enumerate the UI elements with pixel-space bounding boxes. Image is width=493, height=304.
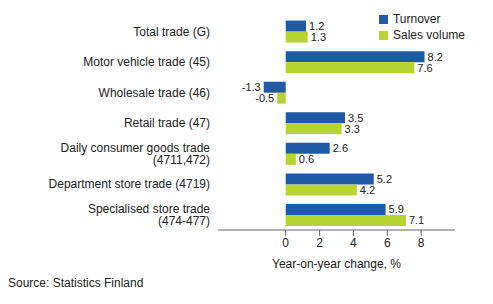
svg-text:2.6: 2.6 [333, 142, 348, 154]
svg-text:6: 6 [384, 236, 391, 250]
svg-text:5.9: 5.9 [389, 203, 404, 215]
svg-text:1.3: 1.3 [311, 31, 326, 43]
html-text:Source: Statistics Finland: Source: Statistics Finland [8, 276, 144, 290]
svg-text:Year-on-year change, %: Year-on-year change, % [272, 257, 401, 271]
svg-text:1.2: 1.2 [309, 19, 325, 32]
svg-text:-1.3: -1.3 [241, 81, 261, 94]
svg-text:Total trade (G): Total trade (G) [133, 25, 210, 39]
svg-text:3.5: 3.5 [348, 111, 364, 124]
svg-text:2: 2 [316, 236, 323, 250]
svg-text:8.2: 8.2 [427, 50, 443, 63]
svg-text:Motor vehicle trade (45): Motor vehicle trade (45) [83, 55, 210, 69]
svg-text:0: 0 [282, 236, 289, 250]
svg-text:8: 8 [418, 236, 425, 250]
html-text:Sales volume: Sales volume [393, 28, 465, 42]
svg-text:4: 4 [350, 236, 357, 250]
svg-text:Daily consumer goods trade(471: Daily consumer goods trade(4711,472) [61, 141, 211, 167]
svg-text:5.2: 5.2 [377, 173, 392, 185]
svg-text:0.6: 0.6 [299, 153, 314, 165]
svg-text:Wholesale trade (46): Wholesale trade (46) [99, 86, 210, 100]
html-text:Turnover: Turnover [393, 12, 441, 26]
svg-text:7.1: 7.1 [409, 214, 424, 226]
svg-text:Retail trade (47): Retail trade (47) [124, 116, 210, 130]
svg-text:4.2: 4.2 [360, 184, 375, 196]
svg-text:7.6: 7.6 [417, 62, 432, 74]
svg-text:-0.5: -0.5 [255, 92, 274, 104]
svg-text:3.3: 3.3 [345, 123, 360, 135]
svg-text:Specialised store trade(474-47: Specialised store trade(474-477) [88, 202, 210, 228]
svg-text:Department store trade (4719): Department store trade (4719) [49, 177, 210, 191]
